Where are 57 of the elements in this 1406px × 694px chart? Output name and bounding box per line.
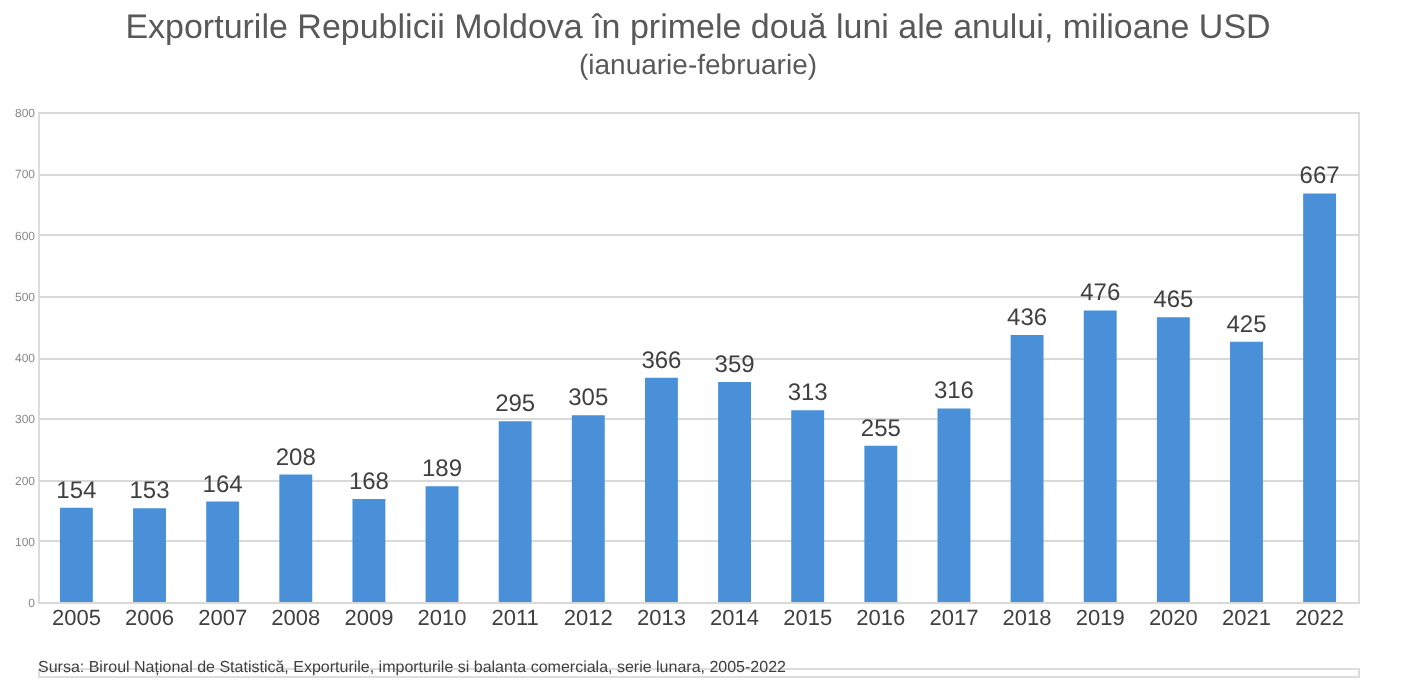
data-label: 465 [1153, 285, 1195, 314]
bar [425, 486, 459, 602]
data-label: 168 [348, 467, 390, 496]
x-tick-label: 2008 [271, 607, 321, 631]
data-label: 305 [568, 383, 609, 412]
x-tick-label: 2018 [1002, 607, 1052, 631]
bar [1156, 317, 1190, 602]
x-tick-label: 2017 [929, 607, 979, 631]
bar [937, 408, 971, 602]
bar [352, 499, 386, 602]
data-label: 316 [933, 376, 975, 405]
x-tick-label: 2011 [491, 607, 539, 631]
bar [206, 501, 240, 602]
data-label: 436 [1007, 302, 1048, 331]
data-label: 366 [641, 345, 683, 374]
data-label: 208 [275, 442, 317, 471]
data-label: 164 [202, 469, 244, 498]
x-tick-label: 2013 [636, 607, 686, 631]
x-tick-label: 2014 [710, 607, 760, 631]
x-tick-label: 2010 [417, 607, 467, 631]
x-tick-label: 2012 [563, 607, 613, 631]
text: Sursa: Biroul Național de Statistică, Exporturile, importurile si balanta comerciala, serie lunara, 2005-2022 [38, 658, 788, 676]
bar [791, 410, 825, 602]
x-tick-label: 2005 [51, 607, 101, 631]
data-label: 153 [129, 476, 171, 505]
x-tick-label: 2020 [1148, 607, 1198, 631]
data-label: 313 [787, 378, 829, 407]
data-label: 476 [1080, 278, 1121, 307]
x-tick-label: 2021 [1221, 607, 1271, 631]
data-label: 667 [1299, 161, 1341, 190]
bar [571, 415, 605, 602]
data-label: 425 [1226, 309, 1268, 338]
data-label: 255 [860, 413, 902, 442]
data-label: 359 [714, 350, 756, 379]
bar [1010, 334, 1044, 602]
data-label: 295 [495, 389, 536, 418]
chart-subtitle: (ianuarie-februarie) [578, 48, 818, 80]
x-tick-label: 2022 [1295, 607, 1345, 631]
x-tick-label: 2016 [856, 607, 906, 631]
data-label: 189 [422, 454, 463, 483]
bar [59, 507, 93, 602]
x-tick-label: 2006 [125, 607, 175, 631]
bar [133, 508, 166, 602]
x-tick-label: 2007 [198, 607, 248, 631]
bar [498, 421, 532, 602]
bar [1083, 310, 1117, 602]
bar [718, 382, 752, 602]
bar [1230, 341, 1263, 602]
bar [864, 445, 898, 602]
x-tick-label: 2019 [1075, 607, 1125, 631]
data-label: 154 [56, 475, 98, 504]
bar [1303, 193, 1337, 602]
bar [279, 474, 313, 602]
bar [644, 377, 678, 602]
chart-title: Exporturile Republicii Moldova în primele două luni ale anului, milioane USD [125, 8, 1271, 46]
x-tick-label: 2015 [783, 607, 833, 631]
x-tick-label: 2009 [344, 607, 394, 631]
